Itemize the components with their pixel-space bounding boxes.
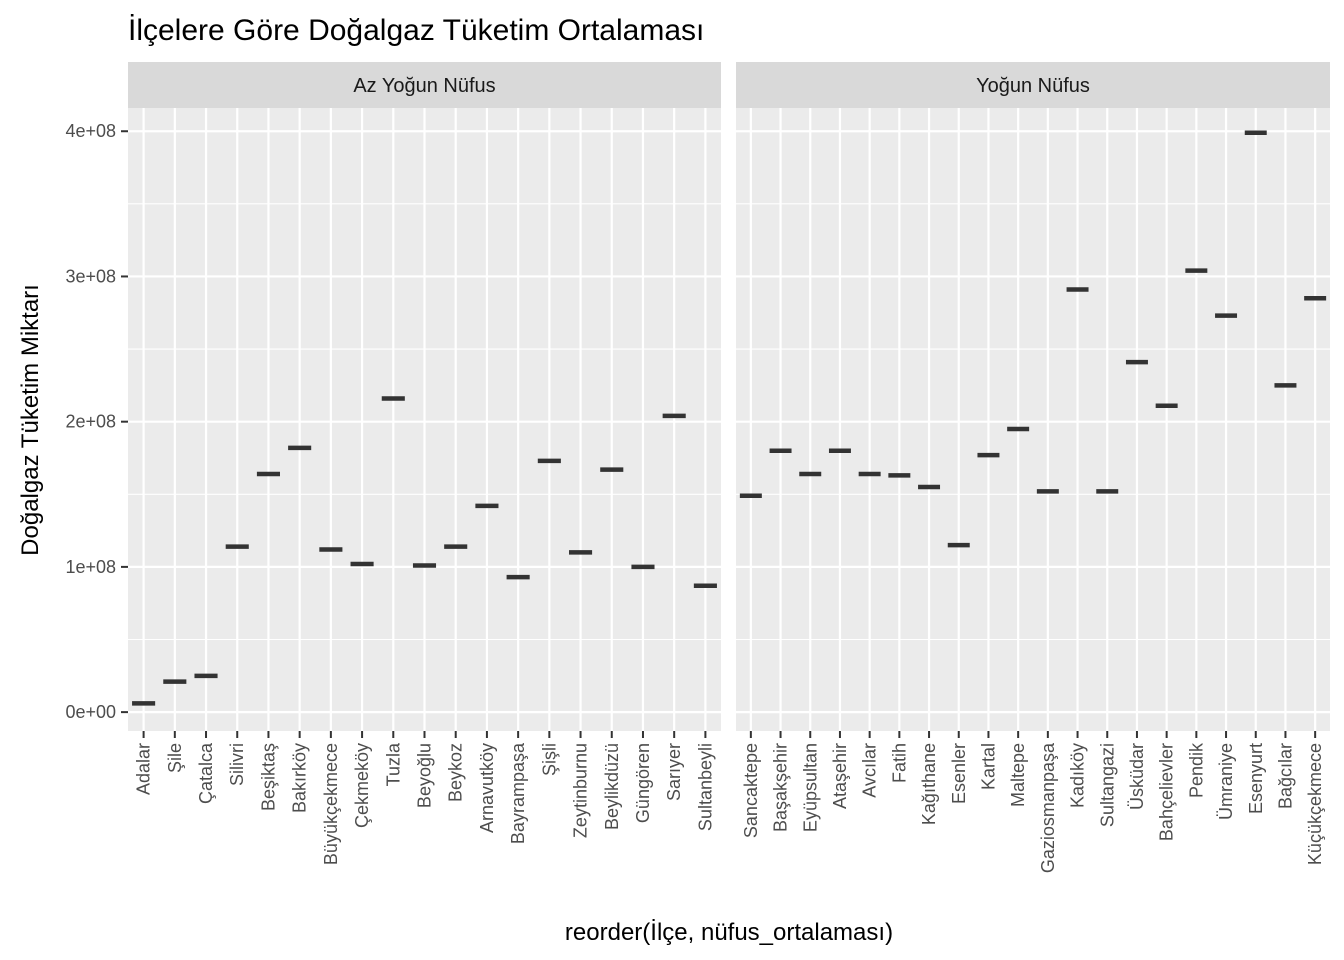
y-tick-label: 0e+00: [65, 702, 116, 722]
x-tick-label: Ataşehir: [830, 743, 850, 809]
x-tick-label: Beylikdüzü: [602, 743, 622, 830]
x-tick-label: Kadıköy: [1068, 743, 1088, 808]
x-tick-label: Sancaktepe: [741, 743, 761, 838]
x-tick-label: Pendik: [1186, 742, 1206, 798]
x-tick-label: Sarıyer: [664, 743, 684, 801]
x-tick-label: Maltepe: [1008, 743, 1028, 807]
x-tick-label: Şile: [165, 743, 185, 773]
x-tick-label: Bahçelievler: [1157, 743, 1177, 841]
x-tick-label: Beşiktaş: [258, 743, 278, 811]
x-tick-label: Kağıthane: [919, 743, 939, 825]
x-tick-label: Fatih: [889, 743, 909, 783]
x-tick-label: Esenler: [949, 743, 969, 804]
facet-strip-label: Yoğun Nüfus: [976, 75, 1090, 97]
x-tick-label: Başakşehir: [771, 743, 791, 832]
x-tick-label: Büyükçekmece: [321, 743, 341, 865]
x-tick-label: Kartal: [978, 743, 998, 790]
facet-panel: Az Yoğun Nüfus Adalar Şile Çatalca Silivri Be…: [128, 62, 721, 865]
x-tick-label: Silivri: [227, 743, 247, 786]
facet-strip: [128, 62, 721, 108]
x-tick-label: Ümraniye: [1216, 743, 1236, 820]
x-tick-label: Arnavutköy: [477, 743, 497, 833]
x-tick-label: Sultangazi: [1097, 743, 1117, 827]
x-tick-label: Avcılar: [860, 743, 880, 798]
y-tick-label: 4e+08: [65, 121, 116, 141]
y-tick-label: 2e+08: [65, 412, 116, 432]
x-tick-label: Adalar: [134, 743, 154, 795]
x-tick-label: Tuzla: [383, 742, 403, 786]
x-tick-label: Bayrampaşa: [508, 742, 528, 844]
x-tick-label: Üsküdar: [1127, 743, 1147, 810]
chart-title: İlçelere Göre Doğalgaz Tüketim Ortalamas…: [128, 14, 704, 47]
x-tick-label: Küçükçekmece: [1305, 743, 1325, 865]
x-axis-title: reorder(İlçe, nüfus_ortalaması): [565, 919, 893, 946]
x-tick-label: Çatalca: [196, 742, 216, 804]
facet-panel: Yoğun Nüfus Sancaktepe Başakşehir Eyüpsulta…: [736, 62, 1330, 873]
x-tick-label: Şişli: [539, 743, 559, 776]
facet-panels: Az Yoğun Nüfus Adalar Şile Çatalca Silivri Be…: [128, 62, 1330, 873]
facet-strip-label: Az Yoğun Nüfus: [353, 75, 495, 97]
x-tick-label: Beykoz: [446, 743, 466, 802]
y-axis: 0e+00 1e+08 2e+08 3e+08 4e+08: [65, 121, 128, 722]
y-axis-title: Doğalgaz Tüketim Miktarı: [17, 284, 44, 556]
x-tick-label: Güngören: [633, 743, 653, 823]
x-tick-label: Beyoğlu: [415, 743, 435, 808]
x-tick-label: Eyüpsultan: [800, 743, 820, 832]
y-tick-label: 3e+08: [65, 266, 116, 286]
x-tick-label: Çekmeköy: [352, 743, 372, 828]
x-tick-label: Bağcılar: [1275, 743, 1295, 809]
x-tick-label: Bakırköy: [290, 743, 310, 813]
facet-strip: [736, 62, 1330, 108]
x-tick-label: Zeytinburnu: [571, 743, 591, 838]
y-tick-label: 1e+08: [65, 557, 116, 577]
panel-background: [736, 108, 1330, 731]
x-tick-label: Gaziosmanpaşa: [1038, 742, 1058, 873]
x-tick-label: Sultanbeyli: [695, 743, 715, 831]
x-tick-label: Esenyurt: [1246, 743, 1266, 814]
